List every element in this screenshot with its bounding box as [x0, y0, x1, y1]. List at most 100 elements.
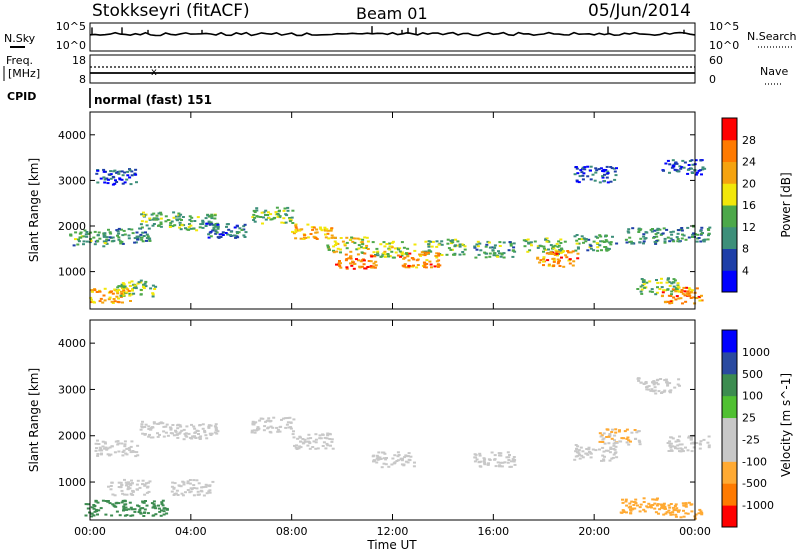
data-cell-4-23	[314, 447, 318, 450]
data-cell-3-17	[289, 427, 293, 430]
data-cell-9-35	[109, 485, 113, 487]
data-cell-1-0	[156, 432, 159, 435]
data-cell-11-24	[84, 514, 88, 517]
data-cell-18-24	[89, 296, 93, 299]
data-cell-12-10	[127, 508, 131, 511]
data-cell-1-3	[121, 242, 125, 245]
power-cbar-swatch-6	[722, 139, 737, 162]
data-cell-6-24	[474, 453, 478, 456]
data-cell-16-40	[407, 266, 411, 269]
velocity-cbar-tick-1: -500	[742, 477, 767, 490]
data-cell-3-52	[188, 218, 192, 221]
data-cell-20-24	[673, 279, 677, 282]
data-cell-10-25	[186, 482, 190, 485]
data-cell-10-47	[485, 252, 488, 255]
data-cell-1-34	[127, 228, 131, 231]
data-cell-11-50	[552, 247, 556, 249]
data-cell-12-26	[596, 249, 600, 252]
data-cell-2-4	[178, 218, 182, 221]
data-cell-17-27	[539, 259, 543, 262]
data-cell-15-7	[617, 430, 621, 433]
data-cell-23-48	[603, 180, 606, 183]
data-cell-0-26	[99, 453, 103, 456]
data-cell-0-11	[82, 235, 86, 238]
data-cell-12-27	[160, 509, 163, 512]
data-cell-23-1	[605, 176, 609, 179]
data-cell-15-54	[627, 439, 631, 442]
data-cell-13-20	[662, 227, 666, 230]
data-cell-13-21	[628, 502, 632, 505]
data-cell-16-7	[403, 256, 407, 259]
data-cell-17-11	[560, 256, 563, 259]
data-cell-3-15	[288, 416, 292, 419]
data-cell-7-39	[345, 241, 349, 244]
data-cell-3-41	[261, 417, 265, 420]
data-cell-2-48	[164, 215, 168, 218]
data-cell-5-12	[262, 211, 266, 214]
data-cell-9-33	[129, 484, 133, 487]
data-cell-12-34	[142, 501, 146, 504]
data-cell-0-38	[69, 234, 73, 237]
data-cell-12-16	[154, 513, 158, 516]
data-cell-1-33	[117, 232, 121, 235]
data-cell-13-46	[625, 504, 629, 507]
data-cell-16-9	[644, 382, 648, 385]
data-cell-9-32	[138, 486, 142, 489]
data-cell-10-40	[485, 243, 489, 246]
data-cell-11-49	[95, 510, 99, 513]
data-cell-8-34	[386, 253, 390, 255]
data-cell-10-20	[181, 494, 185, 497]
data-cell-21-47	[682, 286, 686, 289]
data-cell-10-28	[487, 241, 491, 244]
data-cell-20-34	[666, 288, 670, 291]
data-cell-12-13	[160, 502, 164, 505]
data-cell-11-1	[122, 505, 126, 508]
data-cell-15-15	[372, 262, 376, 265]
data-cell-0-22	[86, 232, 90, 235]
data-cell-20-7	[639, 290, 643, 293]
data-cell-15-48	[361, 259, 364, 262]
data-cell-21-44	[661, 294, 664, 297]
data-cell-14-22	[699, 510, 703, 513]
data-cell-5-24	[261, 222, 264, 225]
data-cell-15-8	[598, 432, 602, 435]
data-cell-6-28	[330, 227, 334, 230]
data-cell-5-31	[412, 465, 416, 468]
data-cell-12-45	[582, 241, 585, 244]
data-cell-7-11	[585, 448, 589, 450]
data-cell-5-23	[404, 454, 408, 457]
power-cbar-tick-6: 28	[742, 134, 756, 147]
data-cell-12-21	[158, 510, 162, 513]
data-cell-11-47	[123, 503, 127, 506]
data-cell-2-52	[207, 426, 211, 429]
data-cell-2-41	[139, 223, 143, 226]
data-cell-22-4	[103, 181, 107, 184]
data-cell-7-23	[361, 238, 365, 241]
data-cell-11-23	[94, 499, 98, 502]
data-cell-3-54	[179, 228, 183, 231]
data-cell-15-41	[362, 263, 366, 266]
data-cell-9-44	[119, 486, 123, 489]
data-cell-24-34	[686, 172, 690, 175]
data-cell-0-27	[109, 232, 113, 235]
data-cell-10-4	[186, 480, 190, 483]
data-cell-6-54	[294, 224, 298, 227]
data-cell-16-11	[666, 384, 670, 387]
data-cell-12-21	[586, 249, 590, 252]
data-cell-22-0	[114, 179, 117, 182]
data-cell-11-14	[559, 251, 563, 254]
data-cell-5-52	[402, 464, 406, 467]
data-cell-6-5	[478, 454, 482, 457]
data-cell-24-48	[690, 167, 694, 170]
data-cell-16-2	[652, 383, 656, 386]
data-cell-13-15	[663, 240, 667, 243]
data-cell-0-16	[93, 230, 97, 233]
data-cell-0-25	[92, 236, 96, 239]
data-cell-22-48	[106, 182, 110, 185]
data-cell-5-32	[264, 214, 267, 216]
data-cell-22-21	[128, 168, 131, 171]
data-cell-5-37	[379, 458, 383, 460]
data-cell-5-54	[267, 216, 271, 219]
data-cell-12-51	[582, 237, 586, 240]
